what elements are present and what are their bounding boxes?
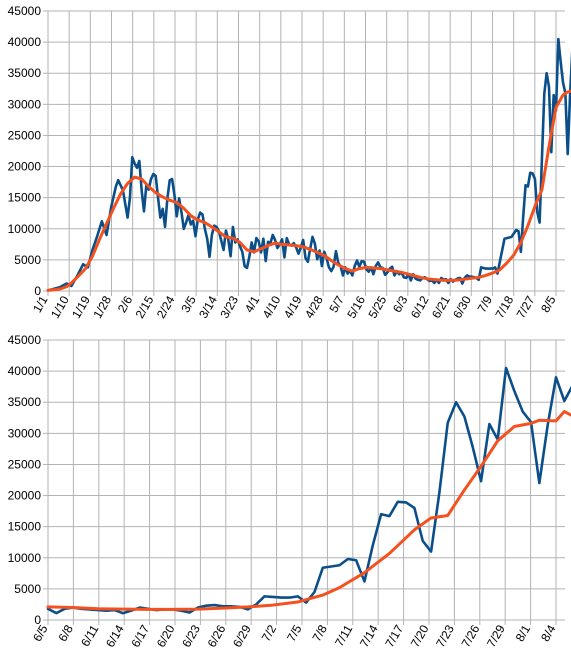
series-line-average	[46, 89, 571, 292]
x-tick-label: 8/1	[513, 622, 534, 644]
x-tick-label: 2/15	[133, 293, 157, 321]
x-tick-label: 6/17	[128, 622, 152, 650]
x-tick-label: 4/1	[242, 293, 263, 315]
x-tick-label: 6/30	[450, 293, 474, 321]
x-tick-label: 7/29	[484, 622, 508, 650]
x-tick-label: 4/28	[302, 293, 326, 321]
chart-1: 0 5000 10000 15000 20000 25000 30000 35000 40000…	[8, 4, 571, 321]
x-tick-label: 1/28	[90, 293, 114, 321]
x-tick-label: 7/26	[459, 622, 483, 650]
x-tick-label: 7/17	[382, 622, 406, 650]
y-tick-label: 35000	[8, 395, 42, 409]
x-tick-label: 6/12	[408, 293, 432, 321]
y-tick-label: 40000	[8, 35, 42, 49]
y-tick-label: 35000	[8, 66, 42, 80]
x-tick-label: 6/11	[78, 622, 102, 649]
x-tick-label: 5/25	[365, 293, 389, 321]
x-tick-label: 6/21	[429, 293, 453, 321]
y-tick-label: 5000	[14, 253, 41, 267]
y-tick-label: 45000	[8, 333, 42, 347]
x-tick-label: 6/26	[205, 622, 229, 650]
y-tick-label: 20000	[8, 160, 42, 174]
x-tick-label: 6/23	[179, 622, 203, 650]
y-tick-label: 30000	[8, 426, 42, 440]
x-tick-label: 7/8	[310, 622, 331, 644]
x-tick-label: 3/23	[217, 293, 241, 321]
chart-2: 0 5000 10000 15000 20000 25000 30000 35000 40000…	[8, 333, 571, 650]
series-line-daily	[46, 366, 571, 615]
y-tick-label: 10000	[8, 222, 42, 236]
y-tick-label: 0	[34, 284, 41, 298]
x-tick-label: 7/23	[433, 622, 457, 650]
x-tick-label: 6/29	[230, 622, 254, 650]
y-tick-label: 30000	[8, 97, 42, 111]
x-tick-label: 4/19	[281, 293, 305, 321]
x-tick-label: 6/5	[30, 622, 51, 644]
x-tick-label: 3/14	[196, 293, 220, 321]
x-tick-label: 7/11	[332, 622, 356, 649]
x-tick-label: 2/24	[154, 293, 178, 321]
y-tick-label: 25000	[8, 128, 42, 142]
x-tick-label: 8/4	[538, 622, 559, 644]
y-tick-label: 5000	[14, 582, 41, 596]
x-tick-label: 3/5	[178, 293, 199, 315]
x-tick-label: 5/16	[344, 293, 368, 321]
x-tick-label: 2/6	[115, 293, 136, 315]
x-tick-label: 8/5	[538, 293, 559, 315]
x-tick-label: 6/20	[154, 622, 178, 650]
y-tick-label: 10000	[8, 551, 42, 565]
x-tick-label: 1/10	[48, 293, 72, 321]
y-tick-label: 15000	[8, 191, 42, 205]
x-tick-label: 6/3	[390, 293, 411, 315]
x-tick-label: 5/7	[326, 293, 347, 315]
x-tick-label: 7/18	[492, 293, 516, 321]
y-tick-label: 45000	[8, 4, 42, 18]
y-tick-label: 20000	[8, 489, 42, 503]
x-tick-label: 6/8	[56, 622, 77, 644]
y-tick-label: 0	[34, 613, 41, 627]
x-tick-label: 4/10	[260, 293, 284, 321]
x-tick-label: 7/27	[514, 293, 538, 321]
x-tick-label: 7/14	[357, 622, 381, 650]
x-tick-label: 7/5	[284, 622, 305, 644]
x-tick-label: 7/20	[408, 622, 432, 650]
series-line-average	[46, 410, 571, 611]
y-tick-label: 25000	[8, 457, 42, 471]
x-tick-label: 7/2	[259, 622, 280, 644]
x-tick-label: 1/1	[30, 293, 51, 315]
x-tick-label: 1/19	[69, 293, 93, 321]
y-tick-label: 40000	[8, 364, 42, 378]
y-tick-label: 15000	[8, 520, 42, 534]
x-tick-label: 6/14	[103, 622, 127, 650]
x-tick-label: 7/9	[475, 293, 496, 315]
